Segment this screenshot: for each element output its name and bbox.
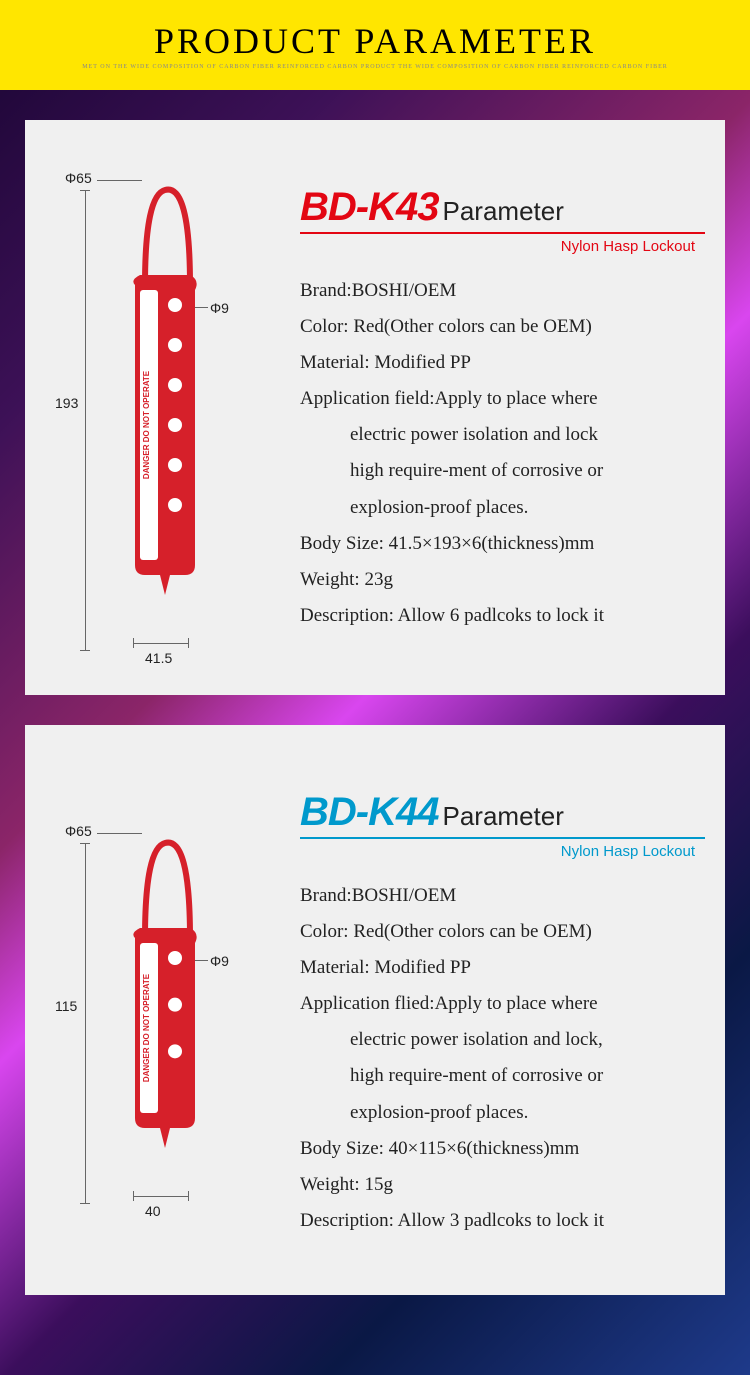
parameter-label: Parameter — [442, 196, 563, 227]
spec-color: Color: Red(Other colors can be OEM) — [300, 914, 705, 950]
spec-weight: Weight: 23g — [300, 562, 705, 598]
product-subtitle: Nylon Hasp Lockout — [300, 843, 705, 860]
spec-application-line: high require-ment of corrosive or — [300, 453, 705, 489]
spec-brand: Brand:BOSHI/OEM — [300, 878, 705, 914]
product-details-col: BD-K43 Parameter Nylon Hasp Lockout Bran… — [300, 145, 705, 665]
spec-application: Application flied:Apply to place where — [300, 986, 705, 1022]
spec-description: Description: Allow 3 padlcoks to lock it — [300, 1203, 705, 1239]
header-banner: PRODUCT PARAMETER MET ON THE WIDE COMPOS… — [0, 0, 750, 90]
spec-material: Material: Modified PP — [300, 345, 705, 381]
model-code: BD-K44 — [300, 790, 438, 835]
dim-height: 115 — [55, 998, 77, 1014]
dim-top: Φ65 — [65, 170, 92, 186]
title-underline — [300, 232, 705, 234]
spec-bodysize: Body Size: 40×115×6(thickness)mm — [300, 1131, 705, 1167]
spec-bodysize: Body Size: 41.5×193×6(thickness)mm — [300, 526, 705, 562]
parameter-label: Parameter — [442, 801, 563, 832]
spec-application: Application field:Apply to place where — [300, 381, 705, 417]
spec-application-line: explosion-proof places. — [300, 1095, 705, 1131]
dim-height: 193 — [55, 395, 78, 411]
dim-top: Φ65 — [65, 823, 92, 839]
dim-width: 41.5 — [145, 650, 172, 666]
hasp-illustration: DANGER DO NOT OPERATE — [115, 175, 245, 635]
product-details-col: BD-K44 Parameter Nylon Hasp Lockout Bran… — [300, 750, 705, 1265]
svg-text:DANGER DO NOT OPERATE: DANGER DO NOT OPERATE — [142, 370, 151, 479]
spec-application-line: explosion-proof places. — [300, 490, 705, 526]
svg-text:DANGER DO NOT OPERATE: DANGER DO NOT OPERATE — [142, 973, 151, 1082]
spec-weight: Weight: 15g — [300, 1167, 705, 1203]
model-code: BD-K43 — [300, 185, 438, 230]
title-underline — [300, 837, 705, 839]
product-diagram-col: Φ65 Φ9 115 40 — [45, 750, 295, 1265]
spec-color: Color: Red(Other colors can be OEM) — [300, 309, 705, 345]
hasp-illustration: DANGER DO NOT OPERATE — [115, 828, 245, 1188]
product-title: BD-K43 Parameter — [300, 185, 705, 230]
spec-application-line: high require-ment of corrosive or — [300, 1058, 705, 1094]
product-card: Φ65 Φ9 193 41.5 — [25, 120, 725, 695]
product-subtitle: Nylon Hasp Lockout — [300, 238, 705, 255]
header-subtitle: MET ON THE WIDE COMPOSITION OF CARBON FI… — [82, 64, 668, 70]
spec-brand: Brand:BOSHI/OEM — [300, 273, 705, 309]
spec-material: Material: Modified PP — [300, 950, 705, 986]
spec-application-line: electric power isolation and lock, — [300, 1022, 705, 1058]
spec-description: Description: Allow 6 padlcoks to lock it — [300, 598, 705, 634]
dim-width: 40 — [145, 1203, 161, 1219]
product-card: Φ65 Φ9 115 40 — [25, 725, 725, 1295]
header-title: PRODUCT PARAMETER — [154, 20, 596, 62]
spec-application-line: electric power isolation and lock — [300, 417, 705, 453]
product-diagram-col: Φ65 Φ9 193 41.5 — [45, 145, 295, 665]
product-title: BD-K44 Parameter — [300, 790, 705, 835]
